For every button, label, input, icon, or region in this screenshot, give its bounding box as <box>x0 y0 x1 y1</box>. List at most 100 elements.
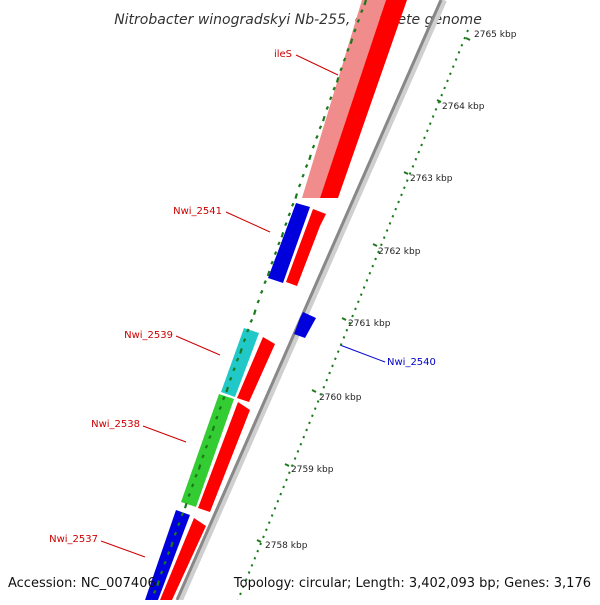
scale-dot <box>308 421 311 425</box>
tick-marks <box>149 0 471 604</box>
scale-dot <box>313 407 317 410</box>
kbp-scale: 2765 kbp 2764 kbp 2763 kbp 2762 kbp 2761… <box>265 30 517 551</box>
scale-dot <box>454 58 458 61</box>
scale-dash <box>197 464 202 470</box>
scale-dash <box>170 541 174 548</box>
scale-dot <box>259 542 262 546</box>
scale-dot <box>247 571 251 574</box>
gene-label-Nwi_2541[interactable]: Nwi_2541 <box>173 206 222 217</box>
gene-label-Nwi_2537[interactable]: Nwi_2537 <box>49 534 98 545</box>
scale-dash <box>294 193 299 199</box>
scale-dash <box>349 38 354 45</box>
scale-dot <box>451 65 455 68</box>
scale-dash <box>346 47 350 52</box>
scale-dot <box>394 207 398 211</box>
gene-label-Nwi_2539[interactable]: Nwi_2539 <box>124 330 173 341</box>
scale-dash <box>163 560 167 565</box>
scale-dash <box>273 251 278 256</box>
scale-dot <box>434 108 438 111</box>
scale-dot <box>428 122 432 125</box>
scale-dash <box>173 531 178 536</box>
scale-dash <box>270 260 274 265</box>
scale-dot <box>253 556 257 560</box>
gene-Nwi_2541-inner[interactable] <box>286 209 326 286</box>
gene-Nwi_2538-inner[interactable] <box>198 402 250 512</box>
scale-major-tick <box>436 99 442 103</box>
scale-dot <box>388 222 392 225</box>
scale-dash <box>339 67 343 72</box>
gene-label-Nwi_2538[interactable]: Nwi_2538 <box>91 419 140 430</box>
scale-dot <box>443 86 446 90</box>
scale-dash <box>332 86 336 91</box>
scale-dash <box>211 425 216 432</box>
scale-dot <box>446 79 449 83</box>
scale-dot <box>302 435 306 439</box>
scale-major-tick <box>284 463 290 467</box>
scale-dash <box>277 241 281 246</box>
gene-ileS-inner[interactable] <box>320 0 407 198</box>
scale-dash <box>356 18 361 23</box>
gene-Nwi_2537-outer[interactable] <box>145 510 190 600</box>
scale-major-tick <box>341 317 347 321</box>
scale-dash <box>342 57 347 62</box>
scale-dash <box>291 202 295 207</box>
scale-dash <box>297 183 302 188</box>
scale-dot <box>290 464 294 467</box>
scale-dot <box>331 364 334 368</box>
scale-dash <box>187 493 191 498</box>
gene-label-Nwi_2540[interactable]: Nwi_2540 <box>387 357 436 368</box>
scale-dash <box>190 483 195 488</box>
scale-dash <box>304 164 309 169</box>
scale-dash <box>180 512 185 517</box>
scale-dash <box>215 415 219 420</box>
scale-major-tick <box>311 389 317 393</box>
scale-dash <box>266 270 271 277</box>
scale-dot <box>288 471 291 475</box>
kbp-tick-label: 2758 kbp <box>265 541 308 551</box>
scale-dot <box>362 286 366 289</box>
scale-dot <box>348 321 352 325</box>
scale-dot <box>265 528 268 532</box>
scale-dot <box>339 343 343 346</box>
scale-dot <box>357 300 360 304</box>
gene-Nwi_2538-outer[interactable] <box>181 394 234 507</box>
scale-dot <box>405 179 409 182</box>
scale-dot <box>411 165 415 168</box>
scale-dash <box>315 134 319 139</box>
topology-text: Topology: circular; Length: 3,402,093 bp… <box>233 576 591 591</box>
scale-dash <box>246 328 250 333</box>
gene-track <box>145 0 407 600</box>
scale-dash <box>204 444 209 449</box>
scale-dot <box>371 264 375 268</box>
scale-dash <box>183 502 188 509</box>
scale-dash <box>159 570 164 575</box>
scale-dot <box>408 172 412 175</box>
scale-dash <box>308 154 312 161</box>
scale-dot <box>431 115 435 118</box>
gene-ileS-outer[interactable] <box>302 0 386 198</box>
scale-dash <box>194 473 198 478</box>
scale-dot <box>342 336 346 339</box>
scale-dot <box>242 585 245 589</box>
gene-label-ileS[interactable]: ileS <box>274 49 292 60</box>
scale-dash <box>284 222 288 227</box>
scale-dot <box>400 193 403 197</box>
kbp-tick-label: 2762 kbp <box>378 247 421 257</box>
scale-major-tick <box>372 243 378 247</box>
scale-dot <box>460 43 464 47</box>
scale-dot <box>449 72 452 76</box>
scale-dot <box>244 578 248 581</box>
scale-dot <box>250 564 254 567</box>
scale-dot <box>311 414 314 418</box>
scale-dot <box>322 385 326 389</box>
gene-Nwi_2541-outer[interactable] <box>268 203 310 283</box>
scale-dot <box>414 157 418 161</box>
scale-dot <box>282 485 285 489</box>
scale-dot <box>299 442 303 446</box>
scale-dot <box>374 257 377 261</box>
gene-Nwi_2537-inner[interactable] <box>160 518 206 600</box>
gene-Nwi_2540[interactable] <box>294 312 316 338</box>
gene-Nwi_2539-inner[interactable] <box>237 337 275 402</box>
scale-dot <box>382 236 386 239</box>
